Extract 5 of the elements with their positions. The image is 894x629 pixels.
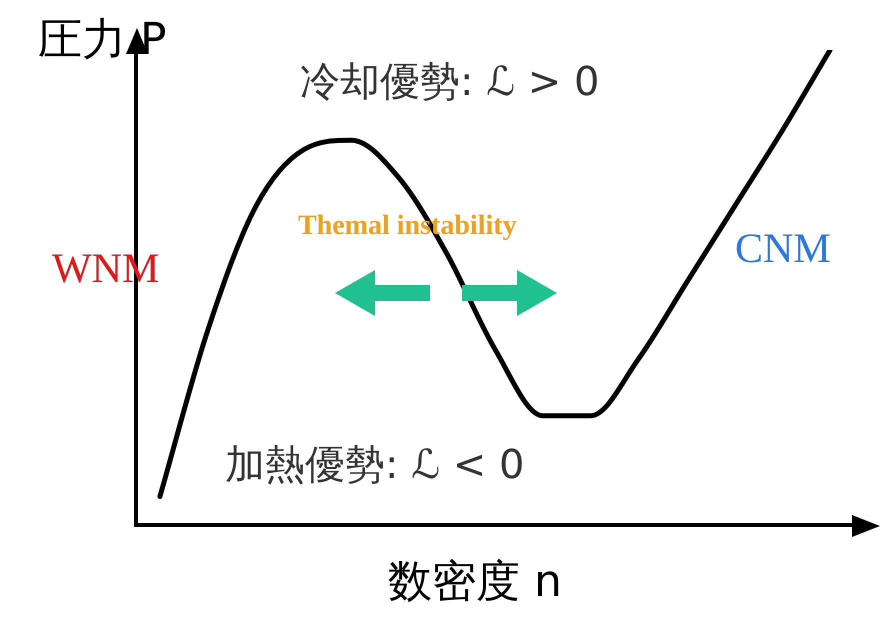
annotation: 加熱優勢: ℒ < 0 <box>225 442 524 488</box>
x-axis-title: 数密度 n <box>388 556 562 607</box>
y-axis-title: 圧力 P <box>38 14 167 65</box>
annotation: CNM <box>735 226 831 272</box>
annotation: 冷却優勢: ℒ > 0 <box>300 59 600 105</box>
